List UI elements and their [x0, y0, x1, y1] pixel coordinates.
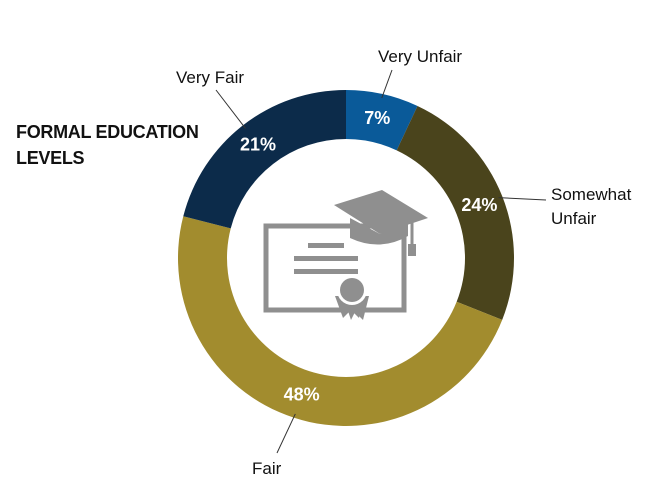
leader-line-very-unfair — [381, 69, 393, 99]
donut-slices — [177, 90, 514, 427]
slice-callouts: Very Unfair Somewhat Unfair Fair Very Fair — [176, 47, 632, 478]
slice-very-unfair — [346, 90, 418, 151]
slice-value-label-very-fair: 21% — [240, 135, 276, 155]
slice-very-fair — [183, 90, 346, 229]
chart-title-line-2: LEVELS — [16, 148, 85, 168]
slice-percent-labels: 7% 24% 48% 21% — [240, 108, 497, 405]
category-label-very-unfair: Very Unfair — [378, 47, 462, 66]
slice-somewhat-unfair — [396, 105, 514, 320]
category-label-very-fair: Very Fair — [176, 68, 244, 87]
category-label-fair: Fair — [252, 459, 282, 478]
leader-line-somewhat-unfair — [498, 197, 547, 201]
chart-title-line-1: FORMAL EDUCATION — [16, 122, 199, 142]
slice-fair — [177, 216, 503, 427]
category-label-somewhat-unfair-line-1: Somewhat — [551, 185, 632, 204]
slice-value-label-somewhat-unfair: 24% — [461, 195, 497, 215]
slice-value-label-fair: 48% — [284, 384, 320, 404]
leader-line-very-fair — [215, 89, 246, 129]
diploma-graduation-cap-icon — [263, 190, 428, 320]
slice-value-label-very-unfair: 7% — [364, 108, 390, 128]
leader-line-fair — [276, 413, 296, 454]
category-label-somewhat-unfair-line-2: Unfair — [551, 209, 597, 228]
